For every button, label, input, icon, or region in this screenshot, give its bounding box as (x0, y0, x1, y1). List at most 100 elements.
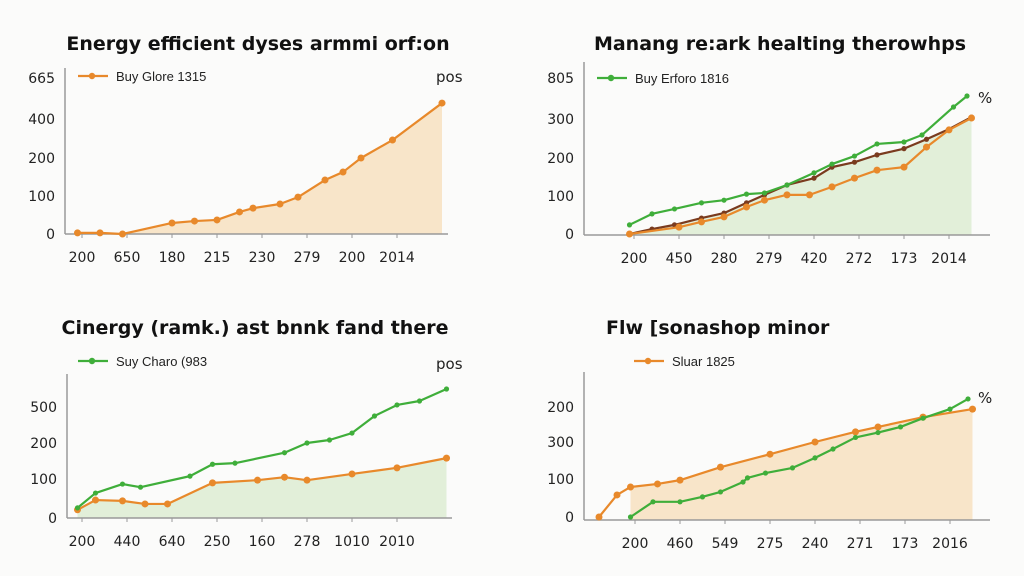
data-point (164, 500, 171, 508)
x-tick-label: 2010 (379, 534, 415, 550)
y-tick-label: 300 (547, 112, 574, 128)
data-point (698, 218, 705, 226)
x-tick-label: 420 (801, 251, 828, 267)
data-point (852, 428, 859, 436)
x-tick-label: 272 (846, 251, 873, 267)
x-tick-label: 230 (249, 250, 276, 266)
y-tick-label: 200 (547, 151, 574, 167)
y-tick-label: 100 (547, 189, 574, 205)
data-point (874, 141, 880, 147)
y-tick-label: 500 (30, 400, 57, 416)
data-point (276, 200, 284, 208)
chart-title: Cinergy (ramk.) ast bnnk fand there (62, 317, 449, 339)
data-point (416, 398, 423, 404)
data-point (321, 176, 329, 184)
series-area-fill (77, 458, 447, 518)
data-point (96, 229, 104, 237)
y-tick-label: 0 (48, 511, 57, 527)
chart-title: Energy efficient dyses armmi orf:on (66, 33, 449, 55)
data-point (671, 206, 678, 212)
x-tick-label: 250 (204, 534, 231, 550)
data-point (744, 475, 751, 481)
data-point (699, 494, 706, 500)
x-tick-label: 278 (294, 534, 321, 550)
data-point (743, 191, 750, 197)
data-point (900, 163, 908, 171)
data-point (303, 476, 311, 484)
data-point (438, 99, 446, 107)
series-line-orange (76, 457, 447, 511)
data-point (92, 496, 99, 504)
data-point (897, 424, 904, 430)
data-point (168, 219, 176, 227)
y-tick-label: 100 (30, 472, 57, 488)
y-tick-label: 0 (46, 227, 55, 243)
x-tick-label: 160 (249, 534, 276, 550)
chart-panel-4: 0 100 300 200 200 460 549 275 240 271 173 2016 Flw [… (547, 317, 992, 552)
y-tick-label: 200 (547, 400, 574, 416)
data-point (812, 455, 818, 461)
data-point (950, 104, 957, 110)
data-point (677, 499, 683, 505)
data-point (649, 211, 655, 217)
legend-label: Buy Glore 1315 (116, 69, 206, 84)
data-point (654, 480, 661, 488)
data-point (209, 479, 216, 487)
data-point (613, 491, 621, 499)
x-tick-label: 200 (69, 250, 96, 266)
data-point (717, 463, 724, 471)
x-tick-label: 200 (622, 536, 649, 552)
data-point (851, 153, 858, 159)
data-point (851, 159, 858, 165)
data-point (294, 193, 302, 201)
x-tick-label: 440 (114, 534, 141, 550)
data-point (393, 464, 401, 472)
legend: Sluar 1825 (634, 354, 735, 369)
data-point (923, 143, 930, 151)
data-point (969, 405, 976, 413)
axis-annotation: % (978, 389, 992, 407)
x-tick-label: 279 (294, 250, 321, 266)
data-point (783, 191, 791, 199)
x-tick-label: 280 (711, 251, 738, 267)
data-point (249, 204, 257, 212)
x-tick-label: 279 (756, 251, 783, 267)
data-point (119, 497, 126, 505)
data-point (213, 216, 221, 224)
data-point (828, 183, 836, 191)
x-tick-label: 275 (757, 536, 784, 552)
data-point (281, 450, 288, 456)
chart-panel-3: 0 100 200 500 200 440 640 250 160 278 1010 2010 Cine… (30, 317, 462, 550)
y-tick-label: 0 (565, 227, 574, 243)
data-point (811, 438, 819, 446)
data-point (945, 126, 953, 134)
y-tick-label: 100 (547, 472, 574, 488)
data-point (394, 402, 400, 408)
data-point (761, 196, 768, 204)
x-tick-label: 1010 (334, 534, 370, 550)
legend-marker (88, 357, 96, 365)
legend-marker (607, 74, 615, 82)
data-point (968, 114, 975, 122)
data-point (743, 203, 750, 211)
data-point (919, 132, 925, 138)
data-point (443, 386, 450, 392)
x-tick-label: 2016 (932, 536, 968, 552)
legend-marker (88, 72, 96, 80)
series-line-green (629, 95, 968, 226)
legend-label: Suy Charo (983 (116, 354, 207, 369)
data-point (806, 191, 813, 199)
data-point (137, 484, 144, 490)
x-tick-label: 173 (891, 251, 918, 267)
axis-annotation: % (978, 89, 992, 107)
data-point (875, 429, 881, 436)
y-tick-label: 100 (28, 189, 55, 205)
chart-title: Manang re:ark healting therowhps (594, 33, 966, 55)
data-point (349, 430, 355, 436)
data-point (141, 500, 149, 508)
x-tick-label: 240 (802, 536, 829, 552)
y-tick-label: 0 (565, 510, 574, 526)
data-point (873, 166, 881, 174)
y-tick-label: 200 (28, 151, 55, 167)
